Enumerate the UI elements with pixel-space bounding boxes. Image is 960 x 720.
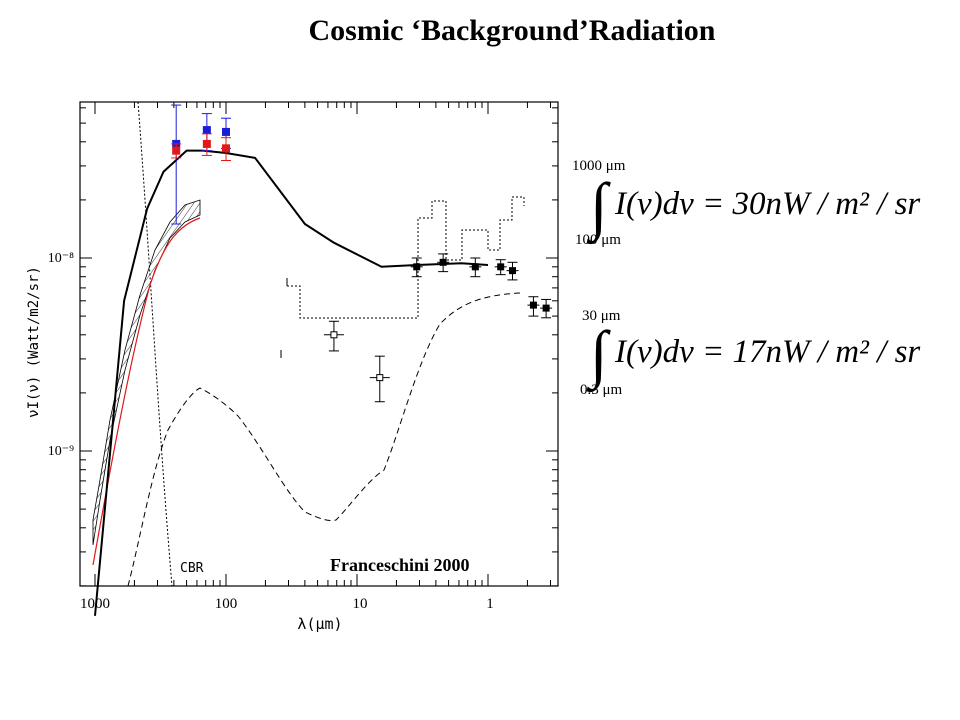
x-tick-labels: 1000 100 10 1 [80,596,494,612]
equation-far-infrared: 1000 μm ∫ 100 μm I(ν)dν = 30nW / m² / sr [570,158,950,258]
model-curves [127,102,525,586]
integral-upper-limit: 30 μm [582,308,621,324]
data-point [222,127,230,136]
data-point [202,139,211,148]
cosmic-source-dashed-curve [127,292,521,586]
upper-limits-dotted-steps [287,196,525,319]
data-point [542,304,550,312]
data-point [172,146,181,155]
data-point [509,267,517,275]
x-tick-label: 100 [215,596,238,612]
cbr-curve [137,102,173,586]
integral-sign: ∫ [590,318,608,389]
equation-optical: 30 μm ∫ 0.3 μm I(ν)dν = 17nW / m² / sr [570,308,950,408]
data-point [529,301,537,309]
data-point [202,126,211,135]
y-tick-label: 10⁻⁸ [48,251,74,266]
red-fit-curve [92,217,201,566]
annotation-franceschini: Franceschini 2000 [330,555,470,575]
axis-ticks [80,102,558,587]
x-tick-label: 1 [486,596,494,612]
integral-lower-limit: 0.3 μm [580,382,623,398]
model-line [94,149,489,616]
integral-expression: I(ν)dν = 17nW / m² / sr [615,334,921,370]
data-points [94,104,553,616]
data-point [413,263,421,271]
y-tick-label: 10⁻⁹ [48,444,74,459]
integral-sign: ∫ [590,170,608,241]
data-point [497,263,505,271]
data-point [439,258,447,266]
integral-upper-limit: 1000 μm [572,158,626,174]
x-tick-label: 1000 [80,596,110,612]
y-axis-label: νI(ν) (Watt/m2/sr) [26,266,42,418]
data-point [471,263,479,271]
uncertainty-band [92,199,201,566]
data-point [222,144,230,153]
slide-title: Cosmic ‘Background’Radiation [308,14,716,47]
integral-lower-limit: 100 μm [575,232,621,248]
annotation-cbr: CBR [180,561,204,576]
plot-frame [79,101,559,587]
data-point [330,331,338,339]
x-tick-label: 10 [353,596,368,612]
data-point [376,374,384,382]
x-axis-label: λ(μm) [297,615,342,633]
integral-expression: I(ν)dν = 30nW / m² / sr [615,186,921,222]
hatched-band [92,199,201,546]
